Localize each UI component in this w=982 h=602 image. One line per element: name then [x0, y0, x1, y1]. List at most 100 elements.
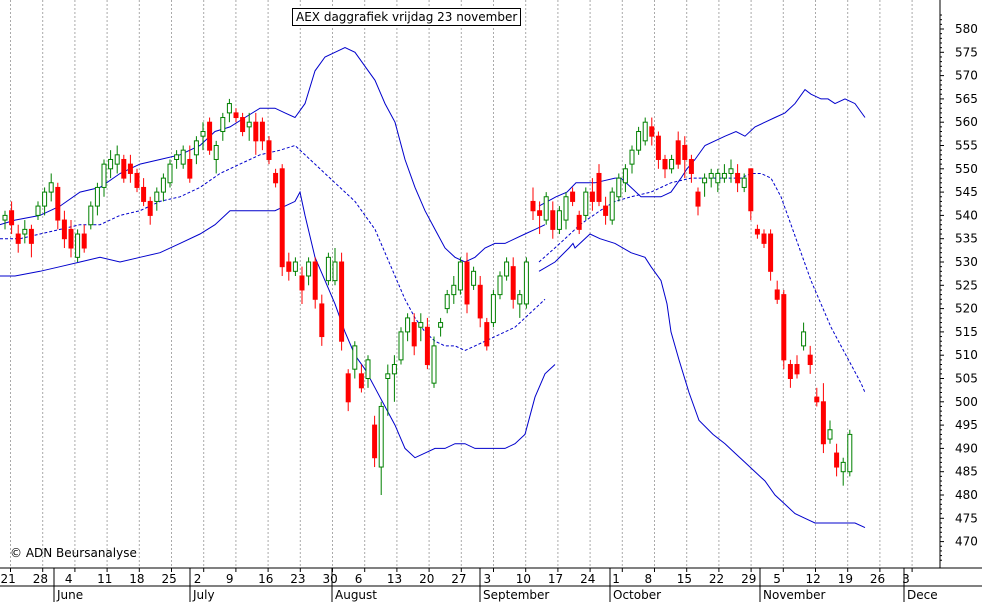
candle-body — [114, 154, 120, 165]
candle-body — [279, 168, 285, 268]
x-tick-label: 9 — [226, 572, 234, 586]
y-tick-label: 575 — [955, 45, 978, 59]
candle-body — [504, 261, 510, 277]
candle-body — [273, 172, 279, 184]
y-tick-label: 510 — [955, 348, 978, 362]
candle-body — [174, 154, 180, 160]
candle-body — [372, 424, 378, 459]
candle-body — [167, 163, 173, 184]
candle-body — [81, 233, 87, 249]
candle-body — [464, 261, 470, 305]
candle-body — [787, 364, 793, 379]
copyright-text: © ADN Beursanalyse — [10, 546, 137, 560]
candle-body — [35, 205, 41, 216]
candle-body — [629, 149, 635, 165]
candle-body — [695, 191, 701, 207]
month-label: September — [483, 588, 549, 602]
x-tick-label: 17 — [548, 572, 563, 586]
y-tick-label: 490 — [955, 441, 978, 455]
candle-body — [259, 121, 265, 142]
candle-body — [510, 266, 516, 300]
month-label: July — [192, 588, 215, 602]
candle-body — [160, 177, 166, 193]
y-tick-label: 520 — [955, 302, 978, 316]
y-tick-label: 570 — [955, 69, 978, 83]
candle-body — [108, 158, 114, 170]
candle-body — [233, 112, 239, 119]
candle-body — [365, 359, 371, 379]
bollinger-upper — [538, 88, 866, 207]
candle-body — [768, 233, 774, 272]
candle-body — [675, 140, 681, 165]
candle-body — [200, 131, 206, 137]
candle-body — [253, 121, 259, 142]
bollinger-middle — [538, 173, 866, 393]
candle-body — [596, 172, 602, 202]
candle-body — [424, 326, 430, 366]
candle-body — [609, 191, 615, 221]
candle-body — [226, 103, 232, 114]
candle-body — [807, 354, 813, 366]
x-tick-label: 28 — [33, 572, 48, 586]
candle-body — [22, 228, 28, 235]
candle-body — [702, 177, 708, 184]
bollinger-middle — [0, 144, 546, 352]
candle-body — [728, 168, 734, 174]
x-tick-label: 8 — [645, 572, 653, 586]
candle-body — [477, 284, 483, 319]
candle-body — [530, 200, 536, 212]
candle-body — [563, 196, 569, 221]
x-tick-label: 5 — [773, 572, 781, 586]
candle-body — [180, 149, 186, 165]
candle-body — [55, 186, 61, 221]
candle-body — [603, 205, 609, 216]
candle-body — [154, 191, 160, 202]
candle-body — [669, 158, 675, 170]
candle-body — [15, 233, 21, 244]
x-tick-label: 3 — [484, 572, 492, 586]
x-tick-label: 13 — [387, 572, 402, 586]
x-tick-label: 4 — [65, 572, 73, 586]
candle-body — [61, 219, 67, 240]
candle-body — [820, 401, 826, 445]
x-tick-label: 20 — [419, 572, 434, 586]
x-tick-label: 22 — [709, 572, 724, 586]
candle-body — [794, 364, 800, 375]
candle-body — [655, 135, 661, 160]
candle-body — [213, 145, 219, 160]
x-tick-label: 25 — [162, 572, 177, 586]
bollinger-lower — [538, 233, 866, 529]
candle-body — [774, 289, 780, 300]
candle-body — [378, 405, 384, 468]
y-tick-label: 500 — [955, 395, 978, 409]
candle-body — [266, 140, 272, 160]
candle-body — [220, 117, 226, 133]
x-tick-label: 27 — [451, 572, 466, 586]
candle-body — [431, 345, 437, 384]
candle-body — [2, 214, 8, 221]
candle-body — [121, 158, 127, 179]
candle-body — [134, 172, 140, 188]
candle-body — [847, 433, 853, 473]
candle-body — [543, 196, 549, 221]
y-tick-label: 530 — [955, 255, 978, 269]
y-tick-label: 475 — [955, 511, 978, 525]
bollinger-upper — [0, 47, 546, 263]
candle-body — [141, 186, 147, 202]
month-label: June — [56, 588, 83, 602]
candle-body — [550, 210, 556, 230]
candle-body — [649, 126, 655, 137]
candle-body — [741, 177, 747, 188]
x-tick-label: 3 — [902, 572, 910, 586]
candle-body — [306, 261, 312, 277]
candle-body — [636, 131, 642, 151]
candle-body — [246, 121, 252, 128]
x-tick-label: 16 — [258, 572, 273, 586]
candle-body — [840, 461, 846, 473]
candle-body — [662, 158, 668, 170]
month-label: August — [335, 588, 377, 602]
candle-body — [292, 261, 298, 272]
candle-body — [352, 345, 358, 370]
x-tick-label: 30 — [323, 572, 338, 586]
